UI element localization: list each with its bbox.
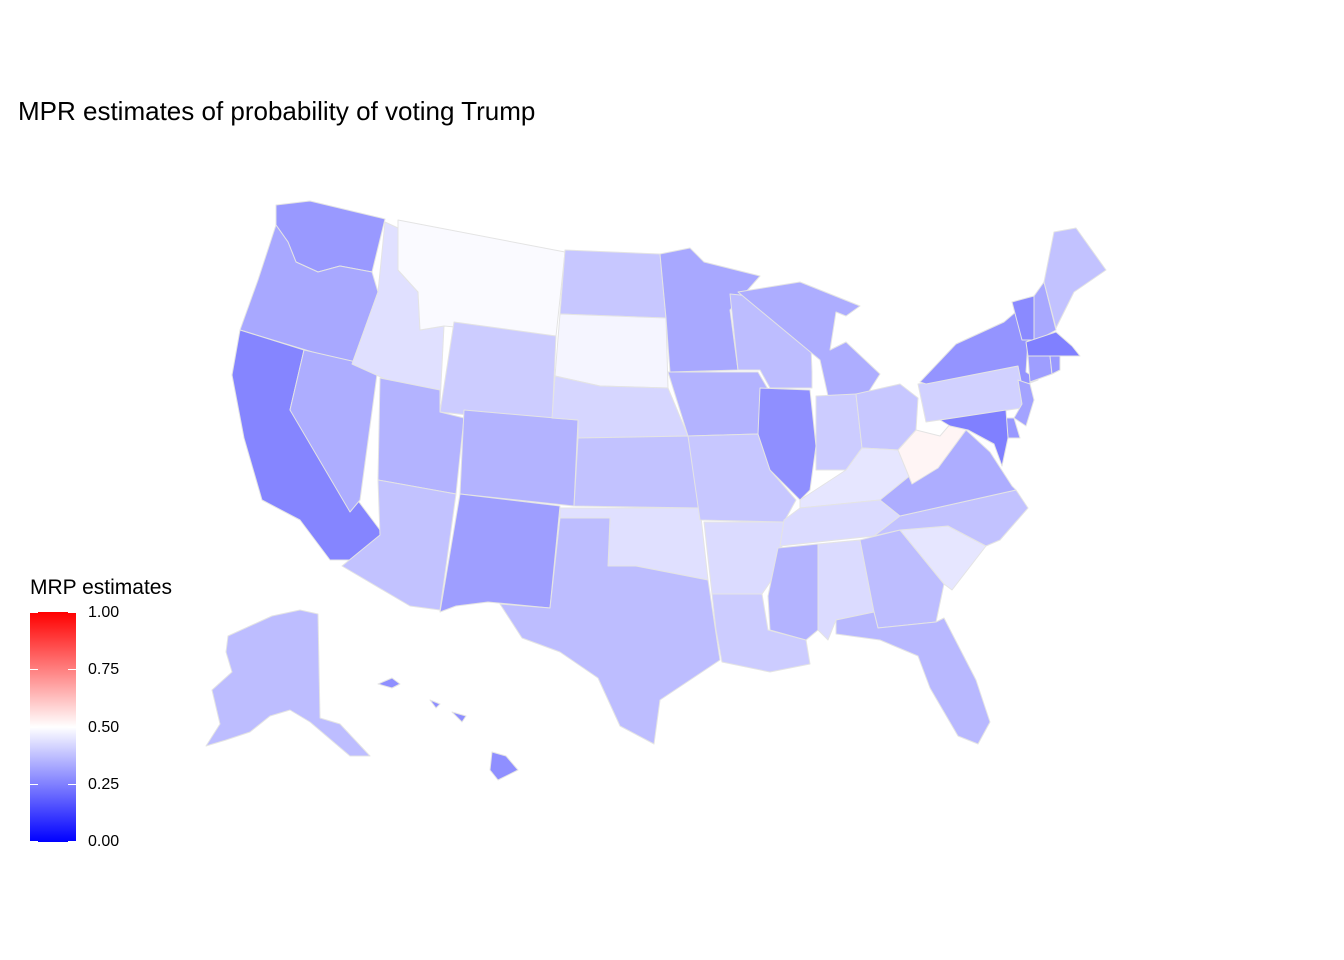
state-tx[interactable] — [499, 517, 721, 745]
colorbar-tick — [68, 841, 76, 842]
state-fl[interactable] — [835, 611, 991, 745]
state-az[interactable] — [341, 479, 457, 611]
colorbar-tick — [68, 784, 76, 785]
state-mi[interactable] — [737, 281, 881, 397]
state-or[interactable] — [239, 224, 379, 365]
legend-title: MRP estimates — [30, 576, 172, 599]
state-ks[interactable] — [573, 435, 701, 509]
state-nj[interactable] — [1013, 379, 1035, 427]
state-la[interactable] — [711, 593, 811, 673]
colorbar-tick — [68, 612, 76, 613]
state-md[interactable] — [939, 409, 1009, 467]
state-hi[interactable] — [377, 677, 519, 781]
state-mn[interactable] — [659, 247, 761, 373]
state-ri[interactable] — [1049, 355, 1061, 375]
state-co[interactable] — [459, 409, 579, 507]
colorbar-tick — [68, 669, 76, 670]
chart-title: MPR estimates of probability of voting T… — [18, 96, 536, 126]
state-nd[interactable] — [559, 249, 667, 319]
state-nm[interactable] — [439, 493, 561, 613]
state-ms[interactable] — [767, 543, 819, 641]
state-mt[interactable] — [397, 219, 566, 337]
state-me[interactable] — [1043, 227, 1107, 329]
state-wy[interactable] — [439, 321, 557, 425]
colorbar-tick — [30, 841, 38, 842]
colorbar-tick — [30, 669, 38, 670]
colorbar-tick — [30, 784, 38, 785]
state-ak[interactable] — [205, 609, 371, 757]
legend-tick-label: 0.50 — [88, 719, 120, 736]
colorbar-tick — [68, 727, 76, 728]
colorbar-tick — [30, 727, 38, 728]
state-ct[interactable] — [1027, 355, 1053, 383]
legend-tick-label: 0.75 — [88, 661, 120, 678]
legend-tick-label: 0.00 — [88, 833, 120, 850]
legend-tick-label: 1.00 — [88, 604, 120, 621]
colorbar-tick — [30, 612, 38, 613]
state-sd[interactable] — [554, 313, 669, 389]
state-ny[interactable] — [919, 309, 1039, 387]
state-il[interactable] — [757, 387, 817, 501]
legend-tick-label: 0.25 — [88, 776, 120, 793]
